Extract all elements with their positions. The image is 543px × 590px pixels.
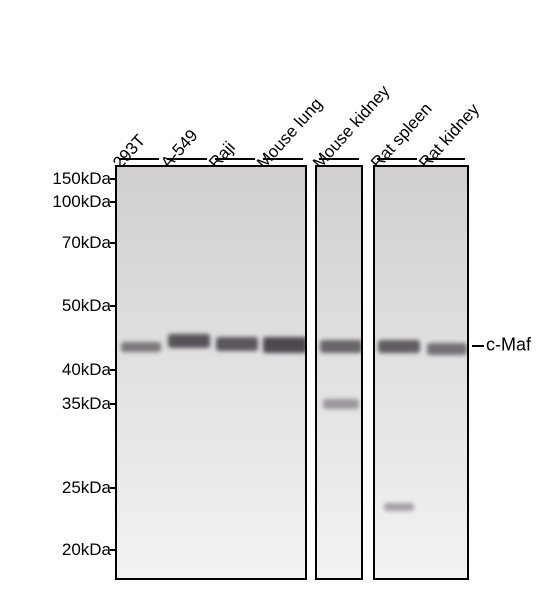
band <box>323 399 359 409</box>
target-label: c-Maf <box>486 335 531 356</box>
blot-area <box>115 165 480 580</box>
lane-underline <box>319 158 359 160</box>
lane-underline <box>425 158 465 160</box>
western-blot-figure: 150kDa 100kDa 70kDa 50kDa 40kDa 35kDa 25kDa 20k… <box>0 0 543 590</box>
lane-underline <box>263 158 303 160</box>
marker-label: 70kDa <box>62 233 111 253</box>
marker-label: 150kDa <box>52 169 111 189</box>
band <box>378 340 420 353</box>
target-tick <box>472 345 484 347</box>
lane-underline <box>215 158 255 160</box>
blot-panel <box>315 165 363 580</box>
band <box>121 342 161 352</box>
band <box>384 503 414 511</box>
lane-underline <box>377 158 417 160</box>
lane-underline <box>119 158 159 160</box>
band <box>168 334 210 348</box>
marker-label: 20kDa <box>62 540 111 560</box>
band <box>320 340 362 353</box>
marker-label: 40kDa <box>62 360 111 380</box>
band <box>216 337 258 351</box>
lane-underline <box>167 158 207 160</box>
band <box>263 337 307 353</box>
marker-label: 50kDa <box>62 296 111 316</box>
blot-panel <box>115 165 307 580</box>
marker-label: 25kDa <box>62 478 111 498</box>
marker-label: 100kDa <box>52 192 111 212</box>
blot-panel <box>373 165 469 580</box>
band <box>427 343 467 355</box>
marker-label: 35kDa <box>62 394 111 414</box>
